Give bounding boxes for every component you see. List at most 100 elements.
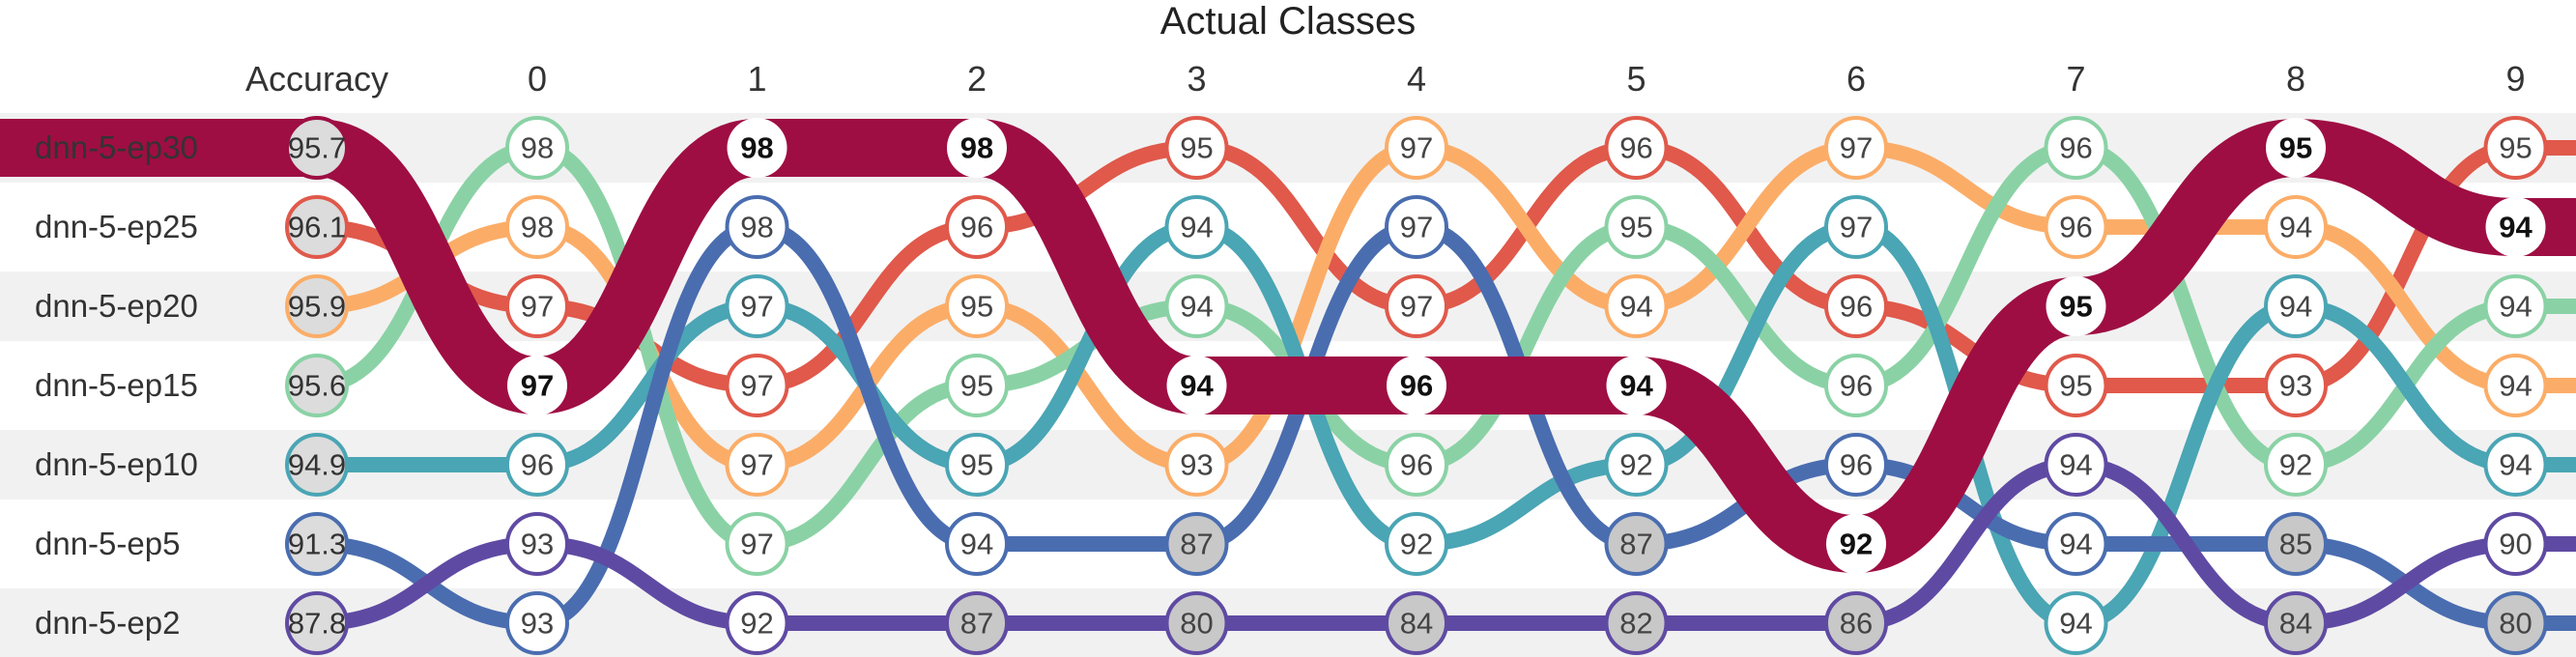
value-node-circle	[945, 433, 1009, 497]
value-node: 94	[1606, 356, 1667, 415]
value-label: 94	[2499, 211, 2533, 244]
value-label: 94	[1180, 369, 1214, 403]
value-label: 94	[2499, 290, 2532, 324]
accuracy-value: 95.9	[288, 290, 346, 324]
value-node-circle	[2044, 116, 2108, 180]
value-node: 93	[505, 591, 569, 655]
value-label: 94	[2059, 607, 2092, 641]
value-label: 84	[1400, 607, 1433, 641]
value-node-circle	[1166, 356, 1227, 415]
highlight-label-bar	[0, 119, 317, 177]
value-node-circle	[2264, 195, 2328, 259]
value-node-circle	[945, 512, 1009, 576]
value-label: 94	[2499, 369, 2532, 403]
value-node: 96	[945, 195, 1009, 259]
value-node: 96	[505, 433, 569, 497]
value-label: 92	[1840, 528, 1873, 561]
value-label: 80	[2499, 607, 2532, 641]
value-node-circle	[1824, 274, 1888, 338]
value-node: 94	[2044, 591, 2108, 655]
value-node: 98	[725, 195, 789, 259]
value-node: 87	[1164, 512, 1229, 576]
value-label: 84	[2279, 607, 2312, 641]
value-node-circle	[945, 354, 1009, 417]
value-node-circle	[945, 274, 1009, 338]
value-node-circle	[2483, 512, 2548, 576]
value-label: 93	[2279, 369, 2312, 403]
value-node: 97	[507, 356, 567, 415]
accuracy-value: 94.9	[288, 448, 346, 482]
row-label-dnn-5-ep20: dnn-5-ep20	[35, 288, 198, 324]
value-label: 95	[960, 448, 993, 482]
value-node: 95	[1164, 116, 1229, 180]
value-node: 84	[1385, 591, 1448, 655]
value-node: 97	[505, 274, 569, 338]
value-label: 98	[521, 131, 554, 165]
value-node: 98	[947, 118, 1007, 178]
value-node-circle	[2264, 433, 2328, 497]
value-label: 95	[1619, 211, 1652, 244]
value-label: 97	[1400, 211, 1433, 244]
value-node: 95	[2046, 276, 2106, 336]
value-node-circle	[505, 195, 569, 259]
value-node: 84	[2264, 591, 2328, 655]
value-node: 96	[1385, 433, 1448, 497]
accuracy-node-circle	[285, 512, 349, 576]
value-node-circle	[1606, 356, 1667, 415]
value-node: 97	[1385, 274, 1448, 338]
value-node-circle	[1164, 116, 1229, 180]
value-node-circle	[2044, 512, 2108, 576]
accuracy-value: 91.3	[288, 528, 346, 561]
value-node: 94	[2485, 197, 2546, 257]
value-node: 97	[1824, 116, 1888, 180]
accuracy-value: 95.7	[288, 131, 346, 165]
class-tick-label: 9	[2505, 59, 2525, 99]
value-node: 94	[2044, 433, 2108, 497]
value-node: 97	[1824, 195, 1888, 259]
value-node-circle	[1604, 512, 1669, 576]
value-node-circle	[2264, 591, 2328, 655]
value-label: 98	[521, 211, 554, 244]
accuracy-value: 96.1	[288, 211, 346, 244]
value-node: 92	[1385, 512, 1448, 576]
value-node-circle	[725, 274, 789, 338]
class-tick-label: 2	[967, 59, 987, 99]
value-node: 92	[725, 591, 789, 655]
highlight-row-bar	[0, 119, 317, 177]
value-node-circle	[725, 591, 789, 655]
accuracy-value: 87.8	[288, 607, 346, 641]
value-node-circle	[1604, 195, 1669, 259]
value-label: 96	[1619, 131, 1652, 165]
accuracy-node-circle	[285, 195, 349, 259]
value-node-circle	[505, 274, 569, 338]
value-node: 95	[945, 274, 1009, 338]
value-node-circle	[1385, 512, 1448, 576]
value-node: 94	[1164, 274, 1229, 338]
row-label-dnn-5-ep5: dnn-5-ep5	[35, 526, 180, 561]
series-line-dnn-5-ep30	[288, 119, 2576, 573]
value-node: 98	[505, 195, 569, 259]
value-node: 94	[945, 512, 1009, 576]
value-node-circle	[947, 118, 1007, 178]
value-node-circle	[505, 591, 569, 655]
value-label: 97	[521, 369, 554, 403]
value-node: 98	[505, 116, 569, 180]
value-node: 94	[2483, 433, 2548, 497]
value-node: 95	[2044, 354, 2108, 417]
value-node-circle	[1604, 274, 1669, 338]
value-node: 80	[1164, 591, 1229, 655]
value-node: 96	[1824, 354, 1888, 417]
value-node-circle	[2044, 354, 2108, 417]
accuracy-node: 94.9	[285, 433, 349, 497]
value-label: 95	[2499, 131, 2532, 165]
value-label: 96	[960, 211, 993, 244]
value-node: 92	[1604, 433, 1669, 497]
value-node: 80	[2483, 591, 2548, 655]
value-node: 93	[1164, 433, 1229, 497]
value-label: 96	[1840, 448, 1873, 482]
value-node: 96	[2044, 195, 2108, 259]
value-node: 96	[2044, 116, 2108, 180]
value-node-circle	[2485, 197, 2546, 257]
value-node-circle	[2483, 433, 2548, 497]
